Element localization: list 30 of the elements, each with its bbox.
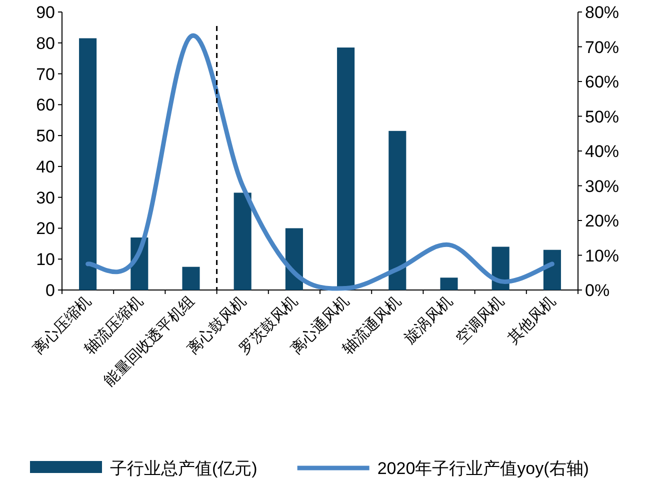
y-tick-label: 20 <box>36 219 55 238</box>
y-tick-label: 80 <box>36 34 55 53</box>
y-tick-label: 70 <box>36 64 55 84</box>
y2-tick-label: 10% <box>585 246 620 266</box>
legend-label: 子行业总产值(亿元) <box>110 459 258 478</box>
y2-tick-label: 60% <box>585 72 620 92</box>
y-tick-label: 0 <box>46 281 55 300</box>
bar <box>440 278 458 290</box>
y-tick-label: 30 <box>36 188 55 208</box>
bar <box>182 266 200 290</box>
y-tick-label: 40 <box>36 157 55 176</box>
y2-tick-label: 50% <box>585 107 620 126</box>
bar <box>234 192 252 290</box>
x-tick-label: 其他风机 <box>504 292 560 348</box>
bar <box>337 48 355 290</box>
y2-tick-label: 30% <box>585 176 620 196</box>
bar <box>388 130 406 290</box>
bar <box>79 38 97 290</box>
y-tick-label: 10 <box>36 250 55 270</box>
y2-tick-label: 0% <box>585 281 610 300</box>
y2-tick-label: 70% <box>585 38 620 57</box>
y-tick-label: 90 <box>36 3 55 22</box>
y2-tick-label: 40% <box>585 142 620 161</box>
y2-tick-label: 20% <box>585 212 620 230</box>
legend-label: 2020年子行业产值yoy(右轴) <box>377 459 589 478</box>
y-tick-label: 60 <box>36 96 55 115</box>
line-series <box>86 34 554 291</box>
bar <box>543 250 561 290</box>
y-tick-label: 50 <box>36 126 55 146</box>
y2-tick-label: 80% <box>585 3 620 22</box>
